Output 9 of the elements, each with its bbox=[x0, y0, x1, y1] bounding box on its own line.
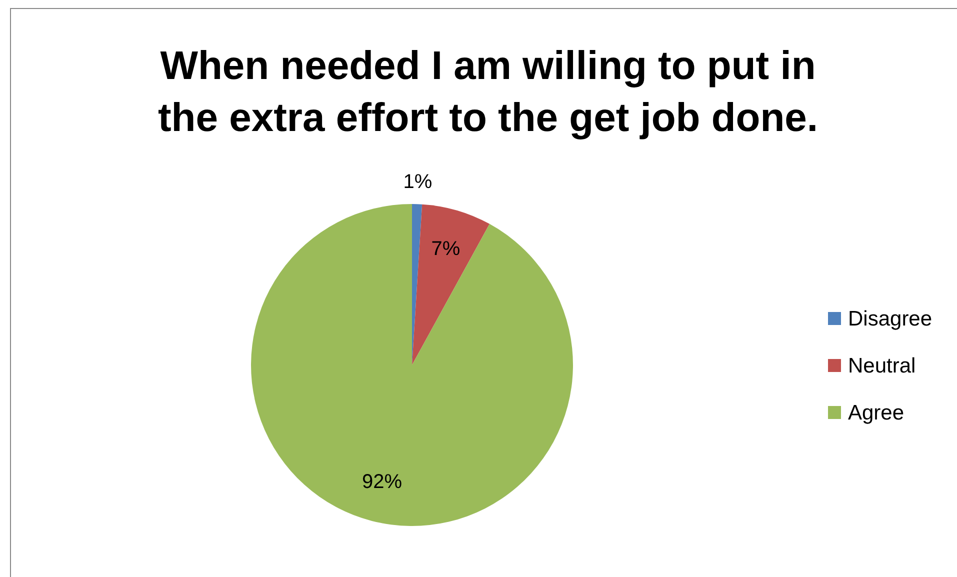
legend-label: Disagree bbox=[848, 308, 932, 330]
data-label: 1% bbox=[403, 171, 432, 194]
pie-slice bbox=[412, 204, 490, 365]
chart-title: When needed I am willing to put in the extra effort to the get job done. bbox=[158, 44, 818, 140]
pie-slice bbox=[251, 204, 573, 526]
data-label: 7% bbox=[431, 238, 460, 260]
legend-label: Agree bbox=[848, 402, 904, 424]
legend-label: Neutral bbox=[848, 354, 916, 378]
data-label: 92% bbox=[362, 470, 402, 493]
